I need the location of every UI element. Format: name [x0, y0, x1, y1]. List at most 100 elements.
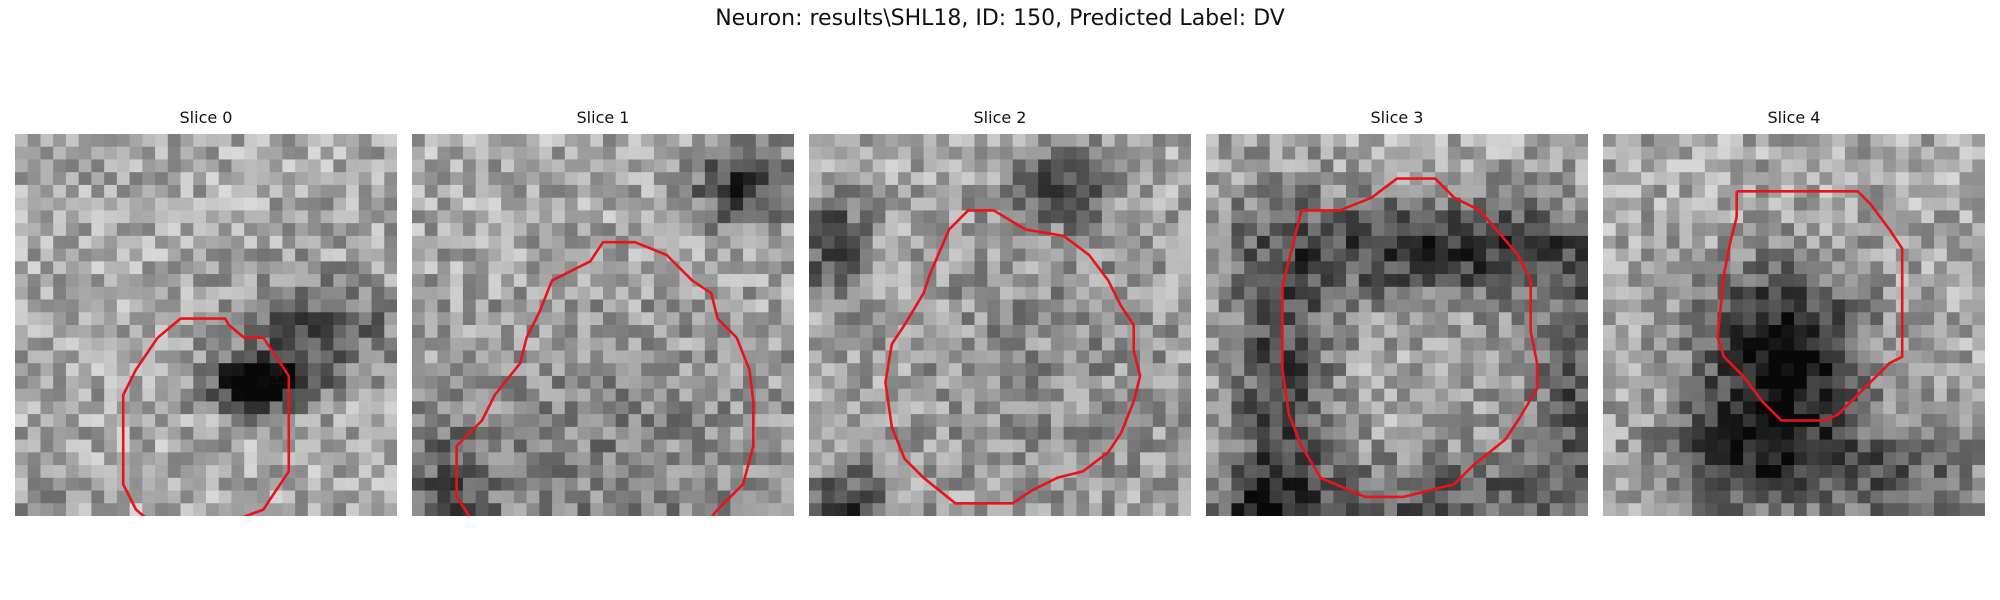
image-pixel	[666, 452, 680, 466]
image-pixel	[231, 388, 245, 402]
image-pixel	[1486, 312, 1500, 326]
image-pixel	[923, 439, 937, 453]
image-pixel	[872, 197, 886, 211]
image-pixel	[1895, 503, 1910, 516]
image-pixel	[1409, 375, 1424, 390]
image-pixel	[1692, 350, 1706, 364]
image-pixel	[78, 439, 92, 453]
image-pixel	[424, 465, 439, 479]
image-pixel	[949, 223, 963, 237]
image-pixel	[1857, 363, 1871, 377]
image-pixel	[1704, 452, 1719, 466]
image-pixel	[295, 197, 309, 211]
image-pixel	[1089, 350, 1103, 364]
image-pixel	[475, 452, 489, 466]
image-pixel	[218, 274, 233, 288]
image-pixel	[1460, 261, 1474, 275]
image-pixel	[809, 210, 823, 224]
image-pixel	[1025, 325, 1039, 339]
image-pixel	[1537, 388, 1551, 402]
image-pixel	[1178, 325, 1191, 339]
image-pixel	[781, 299, 794, 313]
image-pixel	[577, 274, 591, 288]
image-pixel	[628, 388, 642, 402]
image-pixel	[1435, 146, 1449, 161]
image-pixel	[384, 134, 397, 148]
image-pixel	[1282, 197, 1296, 211]
image-pixel	[1857, 477, 1871, 492]
image-pixel	[1165, 477, 1179, 492]
image-pixel	[987, 159, 1001, 173]
image-pixel	[231, 350, 245, 364]
image-pixel	[666, 401, 680, 415]
image-pixel	[603, 503, 617, 516]
image-pixel	[333, 299, 347, 313]
slice-panel-0: Slice 0	[15, 108, 397, 516]
image-pixel	[1320, 235, 1334, 250]
image-pixel	[1320, 426, 1334, 441]
image-pixel	[1384, 146, 1398, 161]
image-pixel	[65, 375, 80, 390]
image-pixel	[1076, 184, 1090, 199]
image-pixel	[1755, 312, 1770, 326]
image-pixel	[295, 465, 309, 479]
image-pixel	[1641, 299, 1655, 313]
image-pixel	[513, 146, 528, 161]
image-pixel	[142, 146, 156, 161]
image-pixel	[1562, 350, 1576, 364]
image-pixel	[1000, 439, 1014, 453]
image-pixel	[526, 197, 540, 211]
image-pixel	[1012, 134, 1027, 148]
image-pixel	[53, 490, 67, 504]
image-pixel	[384, 146, 397, 161]
image-pixel	[1076, 452, 1090, 466]
image-pixel	[730, 299, 744, 313]
image-pixel	[936, 146, 950, 161]
image-pixel	[1206, 414, 1220, 428]
image-pixel	[1908, 465, 1922, 479]
image-pixel	[116, 210, 131, 224]
image-pixel	[27, 286, 42, 301]
image-pixel	[1218, 426, 1233, 441]
image-pixel	[53, 439, 67, 453]
image-pixel	[1178, 401, 1191, 415]
image-pixel	[488, 401, 502, 415]
image-pixel	[1165, 235, 1179, 250]
image-pixel	[256, 146, 271, 161]
image-pixel	[155, 337, 169, 352]
image-pixel	[269, 235, 283, 250]
image-pixel	[679, 388, 693, 402]
image-pixel	[206, 477, 220, 492]
image-pixel	[501, 210, 515, 224]
image-pixel	[1832, 337, 1846, 352]
image-pixel	[295, 503, 309, 516]
image-pixel	[282, 299, 296, 313]
image-pixel	[898, 172, 912, 186]
image-pixel	[755, 477, 770, 492]
image-pixel	[1486, 248, 1500, 262]
image-pixel	[1641, 197, 1655, 211]
image-pixel	[666, 210, 680, 224]
image-pixel	[1346, 325, 1360, 339]
image-pixel	[1101, 184, 1116, 199]
image-pixel	[1844, 503, 1859, 516]
image-pixel	[1615, 172, 1630, 186]
image-pixel	[142, 325, 156, 339]
image-pixel	[167, 350, 182, 364]
image-pixel	[1628, 477, 1642, 492]
image-pixel	[65, 248, 80, 262]
image-pixel	[577, 375, 591, 390]
image-pixel	[155, 172, 169, 186]
image-pixel	[1447, 426, 1462, 441]
image-pixel	[116, 235, 131, 250]
image-pixel	[1524, 439, 1538, 453]
image-pixel	[78, 235, 92, 250]
image-pixel	[256, 261, 271, 275]
image-pixel	[1615, 337, 1630, 352]
image-pixel	[1781, 134, 1795, 148]
image-pixel	[1794, 261, 1808, 275]
image-pixel	[1089, 452, 1103, 466]
image-pixel	[27, 146, 42, 161]
image-pixel	[40, 426, 54, 441]
image-pixel	[129, 146, 143, 161]
